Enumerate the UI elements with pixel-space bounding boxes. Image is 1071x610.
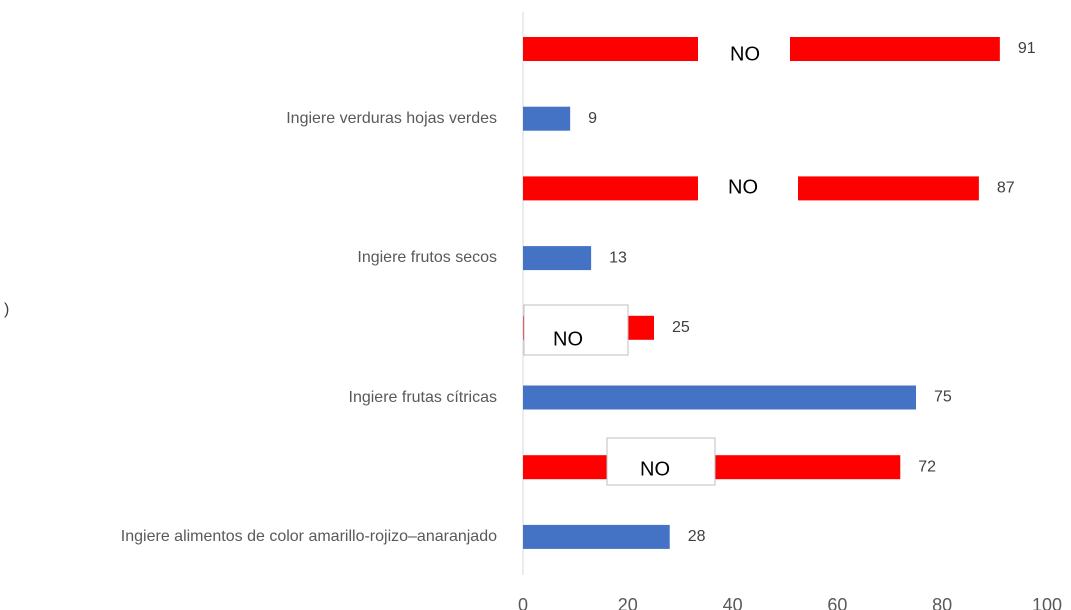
x-tick-label: 0 [518, 595, 528, 610]
annotation: NO [728, 176, 758, 198]
fragment: ) [4, 301, 9, 318]
annotation: NO [640, 458, 670, 480]
bar [523, 106, 571, 131]
value-label: 9 [588, 110, 597, 127]
annotation-box [523, 304, 629, 356]
x-tick-label: 40 [723, 595, 743, 610]
category-label: Ingiere alimentos de color amarillo-roji… [120, 527, 497, 545]
value-label: 91 [1018, 40, 1036, 57]
value-label: 13 [609, 249, 627, 266]
x-tick-label: 80 [932, 595, 952, 610]
value-label: 87 [997, 180, 1015, 197]
value-label: 75 [934, 389, 952, 406]
bar [523, 246, 592, 271]
annotation: NO [553, 328, 583, 350]
category-label: Ingiere frutas cítricas [348, 388, 498, 406]
bar [523, 385, 916, 410]
annotation: NO [730, 43, 760, 65]
value-label: 28 [688, 528, 706, 545]
bar [523, 524, 670, 549]
value-label: 72 [918, 458, 936, 475]
annotation-box [698, 34, 790, 68]
value-label: 25 [672, 319, 690, 336]
x-tick-label: 60 [827, 595, 847, 610]
annotation-box [606, 437, 716, 486]
annotation-box [698, 172, 798, 206]
x-tick-label: 20 [618, 595, 638, 610]
x-tick-label: 100 [1032, 595, 1062, 610]
category-label: Ingiere verduras hojas verdes [286, 109, 497, 127]
category-label: Ingiere frutos secos [357, 249, 497, 267]
